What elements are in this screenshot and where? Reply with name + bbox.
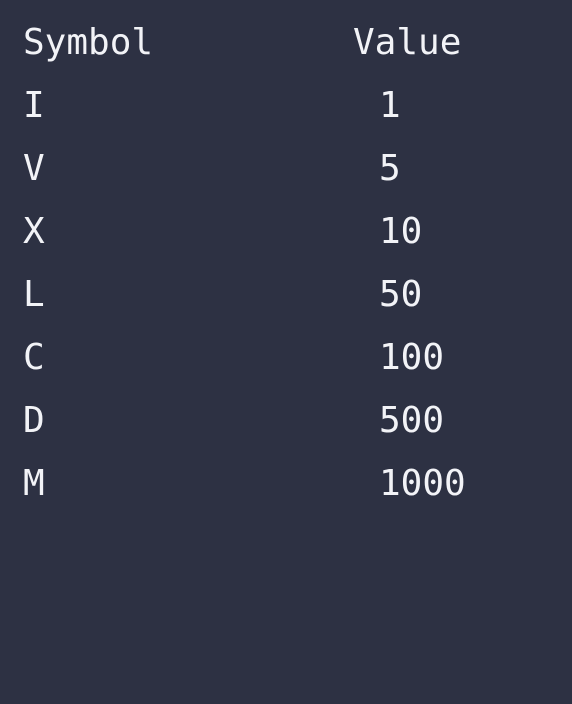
- symbol-column-header: Symbol: [23, 22, 154, 63]
- table-row: M 1000: [0, 452, 572, 515]
- symbol-cell: C: [23, 337, 45, 378]
- symbol-cell: I: [23, 85, 45, 126]
- value-cell: 5: [379, 148, 401, 189]
- table-row: C 100: [0, 326, 572, 389]
- value-cell: 500: [379, 400, 445, 441]
- value-cell: 1: [379, 85, 401, 126]
- value-cell: 1000: [379, 463, 466, 504]
- table-row: I 1: [0, 74, 572, 137]
- value-cell: 100: [379, 337, 445, 378]
- value-column-header: Value: [353, 22, 462, 63]
- symbol-cell: D: [23, 400, 45, 441]
- value-cell: 50: [379, 274, 423, 315]
- symbol-cell: X: [23, 211, 45, 252]
- table-header: Symbol Value: [0, 11, 572, 74]
- symbol-cell: V: [23, 148, 45, 189]
- table-row: X 10: [0, 200, 572, 263]
- table-row: D 500: [0, 389, 572, 452]
- code-block: Symbol Value I 1 V 5 X 10 L 50 C 100 D 5…: [0, 11, 572, 515]
- table-row: V 5: [0, 137, 572, 200]
- symbol-cell: L: [23, 274, 45, 315]
- table-row: L 50: [0, 263, 572, 326]
- symbol-cell: M: [23, 463, 45, 504]
- value-cell: 10: [379, 211, 423, 252]
